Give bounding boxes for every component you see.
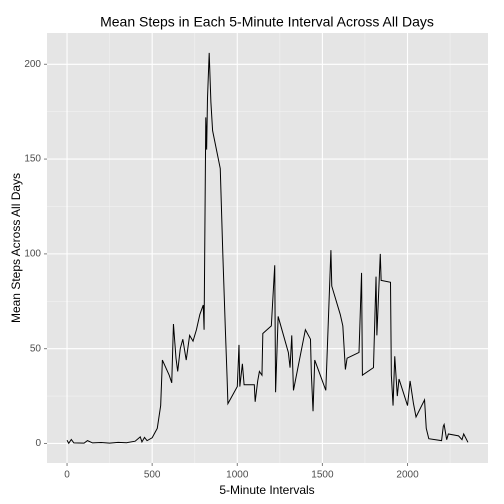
chart-title: Mean Steps in Each 5-Minute Interval Acr… <box>100 14 434 30</box>
x-tick-label: 1000 <box>226 470 249 481</box>
x-axis-title: 5-Minute Intervals <box>219 483 314 497</box>
x-tick-label: 0 <box>64 470 70 481</box>
y-tick-label: 0 <box>35 438 41 449</box>
x-tick-label: 2000 <box>396 470 419 481</box>
line <box>66 52 469 445</box>
x-tick-label: 500 <box>144 470 161 481</box>
y-tick-label: 150 <box>24 154 41 165</box>
y-tick-label: 100 <box>24 249 41 260</box>
panel <box>47 33 488 463</box>
y-tick-label: 200 <box>24 59 41 70</box>
x-tick-label: 1500 <box>311 470 334 481</box>
y-tick-label: 50 <box>30 343 42 354</box>
y-axis-title: Mean Steps Across All Days <box>9 173 23 323</box>
